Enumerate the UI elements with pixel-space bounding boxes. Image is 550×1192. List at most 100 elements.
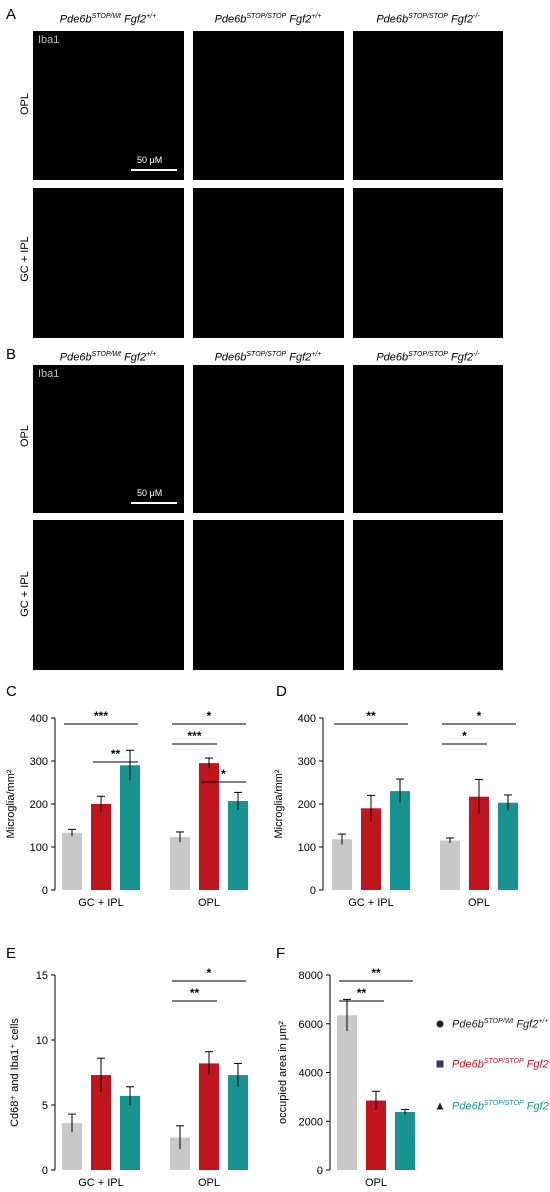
sig-label: ** xyxy=(111,747,121,761)
legend-item-2: Pde6bSTOP/STOP Fgf2+/+ xyxy=(436,1058,550,1071)
sig-label: * xyxy=(462,729,467,743)
legend-circle-icon xyxy=(436,1020,444,1028)
bar xyxy=(440,840,460,890)
bar xyxy=(366,1100,386,1170)
bar xyxy=(91,804,111,890)
sig-label: ** xyxy=(357,986,367,1000)
bar xyxy=(199,763,219,890)
y-tick-label: 300 xyxy=(30,756,48,768)
micro-a-opl-3 xyxy=(353,31,503,180)
bar xyxy=(395,1111,415,1170)
panel-letter-b: B xyxy=(6,346,17,363)
bar xyxy=(498,802,518,890)
group-label: GC + IPL xyxy=(78,1177,124,1189)
sig-label: *** xyxy=(94,709,108,723)
y-tick-label: 4000 xyxy=(299,1068,323,1080)
group-label: OPL xyxy=(365,1177,387,1189)
panel-letter-e: E xyxy=(6,945,17,962)
sig-label: ** xyxy=(190,986,200,1000)
sig-label: ** xyxy=(366,709,376,723)
bar xyxy=(228,1075,248,1170)
y-tick-label: 0 xyxy=(317,1165,323,1177)
header-b-1: Pde6bSTOP/Wt Fgf2+/+ xyxy=(59,351,157,364)
y-axis-label: occupied area in μm² xyxy=(277,1021,289,1124)
y-tick-label: 6000 xyxy=(299,1019,323,1031)
legend-item-1: Pde6bSTOP/Wt Fgf2+/+ xyxy=(436,1018,548,1031)
row-label-b-gcipl: GC + IPL xyxy=(19,571,31,617)
y-tick-label: 300 xyxy=(298,756,316,768)
micro-b-gcipl-1 xyxy=(33,520,184,670)
y-axis-label: Cd68⁺ and Iba1⁺ cells xyxy=(9,1018,21,1127)
header-b-3: Pde6bSTOP/STOP Fgf2-/- xyxy=(376,351,480,364)
y-tick-label: 0 xyxy=(42,1165,48,1177)
micro-a-gcipl-2 xyxy=(193,188,344,338)
y-tick-label: 200 xyxy=(30,799,48,811)
header-b-2: Pde6bSTOP/STOP Fgf2+/+ xyxy=(214,351,322,364)
chart-f: 0 2000 4000 6000 8000 occupied area in μm² OPL… xyxy=(277,966,415,1189)
bar xyxy=(120,765,140,890)
sig-label: * xyxy=(207,966,212,980)
legend-square-icon xyxy=(436,1060,444,1068)
sig-label: * xyxy=(207,709,212,723)
y-axis-label: Microglia/mm² xyxy=(273,769,285,838)
micro-a-opl-1: Iba1 50 μM xyxy=(33,31,184,180)
y-tick-label: 0 xyxy=(310,885,316,897)
micro-a-opl-2 xyxy=(193,31,344,180)
bar xyxy=(390,791,410,890)
legend-item-3: Pde6bSTOP/STOP Fgf2-/- xyxy=(436,1100,550,1113)
sig-label: * xyxy=(221,767,226,781)
bar xyxy=(170,1137,190,1170)
y-tick-label: 100 xyxy=(30,842,48,854)
panel-letter-a: A xyxy=(6,6,17,23)
y-axis-label: Microglia/mm² xyxy=(5,769,17,838)
bar xyxy=(228,800,248,890)
panel-letter-f: F xyxy=(276,945,286,962)
panel-letter-d: D xyxy=(276,683,287,700)
bar xyxy=(170,837,190,890)
group-label: GC + IPL xyxy=(78,897,124,909)
bar xyxy=(62,832,82,890)
group-label: OPL xyxy=(468,897,490,909)
group-label: OPL xyxy=(198,897,220,909)
scale-label: 50 μM xyxy=(137,155,163,165)
header-a-3: Pde6bSTOP/STOP Fgf2-/- xyxy=(376,13,480,26)
micro-b-opl-3 xyxy=(353,365,503,513)
sig-label: ** xyxy=(371,966,381,980)
bar xyxy=(337,1015,357,1170)
header-a-2: Pde6bSTOP/STOP Fgf2+/+ xyxy=(214,13,322,26)
bar xyxy=(199,1063,219,1170)
micro-a-gcipl-1 xyxy=(33,188,184,338)
stain-label: Iba1 xyxy=(38,34,60,46)
y-tick-label: 8000 xyxy=(299,970,323,982)
panel-letter-c: C xyxy=(6,683,17,700)
row-label-a-gcipl: GC + IPL xyxy=(19,236,31,282)
group-label: OPL xyxy=(198,1177,220,1189)
y-tick-label: 400 xyxy=(30,713,48,725)
stain-label: Iba1 xyxy=(38,368,60,380)
y-tick-label: 0 xyxy=(42,885,48,897)
y-tick-label: 2000 xyxy=(299,1116,323,1128)
bar xyxy=(361,808,381,890)
y-tick-label: 200 xyxy=(298,799,316,811)
y-tick-label: 15 xyxy=(36,970,48,982)
row-label-a-opl: OPL xyxy=(19,93,31,116)
micro-b-opl-1: Iba1 50 μM xyxy=(33,365,184,513)
group-label: GC + IPL xyxy=(348,897,394,909)
sig-label: * xyxy=(477,709,482,723)
sig-label: *** xyxy=(187,729,201,743)
y-tick-label: 100 xyxy=(298,842,316,854)
micro-b-gcipl-2 xyxy=(193,520,344,670)
bar xyxy=(332,839,352,890)
scale-label: 50 μM xyxy=(137,488,163,498)
micro-b-opl-2 xyxy=(193,365,344,513)
bar xyxy=(91,1075,111,1170)
y-tick-label: 5 xyxy=(42,1100,48,1112)
micro-a-gcipl-3 xyxy=(353,188,503,338)
micro-b-gcipl-3 xyxy=(353,520,503,670)
row-label-b-opl: OPL xyxy=(19,425,31,448)
y-tick-label: 400 xyxy=(298,713,316,725)
bar xyxy=(62,1123,82,1170)
